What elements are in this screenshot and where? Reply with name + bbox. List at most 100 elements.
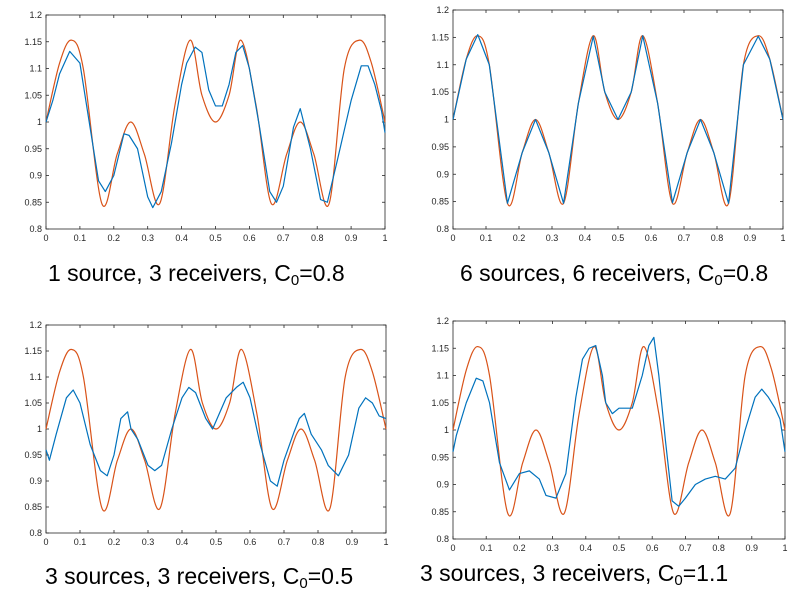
- y-tick-label: 0.8: [29, 224, 42, 234]
- x-tick-label: 0.4: [175, 233, 188, 243]
- series-line-reconstruction: [45, 44, 386, 209]
- chart-panel-2: 0.8 0.85 0.9 0.95 1 1.05 1.1 1.15 1.2 0 0.1 0.2 0.3 0…: [400, 0, 800, 300]
- y-tick-label: 1: [444, 425, 449, 435]
- x-tick-label: 0.3: [546, 543, 559, 553]
- chart-panel-3: 0.8 0.85 0.9 0.95 1 1.05 1.1 1.15 1.2 0 0.1 0.2 0.3 0…: [0, 305, 400, 600]
- x-tick-label: 0.2: [108, 233, 121, 243]
- chart-caption-4: 3 sources, 3 receivers, C0=1.1: [420, 560, 728, 589]
- y-tick-label: 0.85: [24, 502, 42, 512]
- x-tick-label: 0.4: [579, 233, 592, 243]
- x-tick-label: 0.8: [312, 537, 325, 547]
- x-tick-label: 0.9: [744, 233, 757, 243]
- y-tick-label: 1.2: [29, 320, 42, 330]
- series-line-true-profile: [45, 39, 386, 207]
- y-tick-label: 1.05: [24, 90, 42, 100]
- y-tick-label: 0.8: [436, 224, 449, 234]
- x-tick-label: 0.7: [278, 537, 291, 547]
- y-tick-label: 1.15: [24, 37, 42, 47]
- series-line-reconstruction: [452, 336, 786, 507]
- caption-subscript: 0: [714, 272, 723, 289]
- y-tick-label: 0.95: [24, 144, 42, 154]
- x-tick-label: 0.3: [142, 537, 155, 547]
- x-tick-label: 0.1: [74, 233, 87, 243]
- x-tick-label: 1: [382, 233, 387, 243]
- caption-text: 1 source, 3 receivers, C: [48, 260, 291, 286]
- x-tick-label: 0.7: [678, 233, 691, 243]
- y-tick-label: 0.95: [431, 142, 449, 152]
- caption-value: =1.1: [682, 560, 729, 586]
- x-tick-label: 0.1: [480, 233, 493, 243]
- x-tick-label: 0.8: [712, 543, 725, 553]
- x-tick-label: 1: [780, 233, 785, 243]
- y-tick-label: 0.85: [431, 507, 449, 517]
- series-line-true-profile: [452, 346, 786, 517]
- y-tick-label: 1.1: [436, 60, 449, 70]
- x-tick-label: 0.4: [580, 543, 593, 553]
- chart-panel-1: 0.8 0.85 0.9 0.95 1 1.05 1.1 1.15 1.2 0 0.1 0.2 0.3 0…: [0, 0, 400, 300]
- chart-panel-4: 0.8 0.85 0.9 0.95 1 1.05 1.1 1.15 1.2 0 0.1 0.2 0.3 0…: [400, 305, 800, 600]
- y-tick-label: 0.85: [431, 197, 449, 207]
- y-tick-label: 0.95: [431, 452, 449, 462]
- y-tick-label: 1.1: [29, 64, 42, 74]
- x-tick-label: 0.3: [141, 233, 154, 243]
- caption-subscript: 0: [290, 272, 300, 289]
- x-tick-label: 0.6: [244, 537, 257, 547]
- y-tick-label: 1.1: [29, 372, 42, 382]
- x-tick-label: 0.2: [108, 537, 121, 547]
- y-tick-label: 1.2: [436, 5, 449, 15]
- y-tick-label: 1.15: [24, 346, 42, 356]
- caption-text: 6 sources, 6 receivers, C: [460, 260, 715, 286]
- y-tick-label: 1.1: [436, 371, 449, 381]
- x-tick-label: 0.9: [345, 233, 358, 243]
- caption-text: 3 sources, 3 receivers, C: [420, 560, 675, 586]
- x-tick-label: 0: [43, 537, 48, 547]
- x-tick-label: 0.3: [546, 233, 559, 243]
- series-line-true-profile: [45, 348, 387, 512]
- chart-caption-1: 1 source, 3 receivers, C0=0.8: [48, 260, 345, 289]
- x-tick-label: 1: [383, 537, 388, 547]
- x-tick-label: 0.8: [711, 233, 724, 243]
- x-tick-label: 0.5: [210, 537, 223, 547]
- x-tick-label: 0.6: [243, 233, 256, 243]
- y-tick-label: 0.9: [436, 480, 449, 490]
- y-tick-label: 1: [37, 424, 42, 434]
- y-tick-label: 0.9: [29, 171, 42, 181]
- x-tick-label: 0.9: [346, 537, 359, 547]
- y-tick-label: 1.2: [436, 316, 449, 326]
- y-tick-label: 0.9: [29, 476, 42, 486]
- caption-text: 3 sources, 3 receivers, C: [45, 563, 300, 589]
- x-tick-label: 0.8: [311, 233, 324, 243]
- series-line-reconstruction: [452, 34, 784, 204]
- x-tick-label: 0: [43, 233, 48, 243]
- caption-value: =0.8: [722, 260, 769, 286]
- caption-subscript: 0: [299, 575, 308, 592]
- chart-caption-3: 3 sources, 3 receivers, C0=0.5: [45, 563, 353, 592]
- x-tick-label: 0.2: [513, 543, 526, 553]
- y-tick-label: 0.8: [436, 534, 449, 544]
- y-tick-label: 1.15: [431, 343, 449, 353]
- line-chart-3: 0.8 0.85 0.9 0.95 1 1.05 1.1 1.15 1.2 0 0.1 0.2 0.3 0…: [24, 320, 388, 547]
- x-tick-label: 0.1: [480, 543, 493, 553]
- line-chart-1: 0.8 0.85 0.9 0.95 1 1.05 1.1 1.15 1.2 0 0.1 0.2 0.3 0…: [24, 10, 387, 243]
- y-tick-label: 1: [444, 115, 449, 125]
- x-tick-label: 0.9: [746, 543, 759, 553]
- x-tick-label: 0: [450, 233, 455, 243]
- x-tick-label: 1: [782, 543, 787, 553]
- series-line-reconstruction: [45, 381, 387, 487]
- x-tick-label: 0.6: [645, 233, 658, 243]
- chart-caption-2: 6 sources, 6 receivers, C0=0.8: [460, 260, 768, 289]
- caption-subscript: 0: [674, 572, 683, 589]
- x-tick-label: 0: [450, 543, 455, 553]
- y-tick-label: 1.15: [431, 32, 449, 42]
- caption-value: =0.5: [307, 563, 354, 589]
- x-tick-label: 0.1: [74, 537, 87, 547]
- x-tick-label: 0.5: [209, 233, 222, 243]
- x-tick-label: 0.6: [646, 543, 659, 553]
- y-tick-label: 1: [37, 117, 42, 127]
- x-tick-label: 0.4: [176, 537, 189, 547]
- line-chart-4: 0.8 0.85 0.9 0.95 1 1.05 1.1 1.15 1.2 0 0.1 0.2 0.3 0…: [431, 316, 787, 553]
- y-tick-label: 1.2: [29, 10, 42, 20]
- line-chart-2: 0.8 0.85 0.9 0.95 1 1.05 1.1 1.15 1.2 0 0.1 0.2 0.3 0…: [431, 5, 785, 243]
- y-tick-label: 1.05: [431, 398, 449, 408]
- x-tick-label: 0.7: [679, 543, 692, 553]
